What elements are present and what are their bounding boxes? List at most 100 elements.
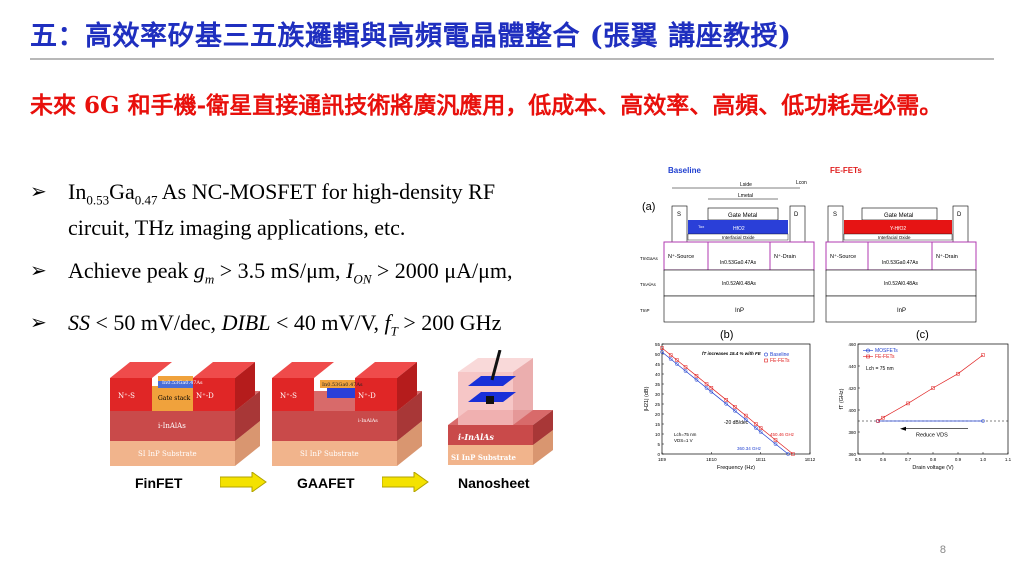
svg-text:In0.53Ga0.47As: In0.53Ga0.47As: [162, 380, 203, 386]
gaafet-label: GAAFET: [297, 475, 355, 491]
left-label-inalas: TInAlAs: [640, 282, 657, 287]
x-axis-label: Frequency (Hz): [717, 465, 755, 471]
data-point: [709, 386, 714, 390]
x-tick-label: 0.5: [855, 457, 862, 462]
svg-text:i-InAlAs: i-InAlAs: [458, 432, 494, 442]
svg-text:Tox: Tox: [698, 224, 704, 229]
svg-text:N⁺-Source: N⁺-Source: [668, 253, 694, 260]
y-axis-label: |H21| (dB): [644, 386, 650, 411]
data-point: [704, 386, 709, 390]
svg-text:In0.53Ga0.47As: In0.53Ga0.47As: [720, 260, 757, 266]
fefet-structure: S D Gate Metal Y-HfO2 Interfacial Oxide …: [825, 205, 977, 323]
svg-text:Y-HfO2: Y-HfO2: [890, 226, 906, 232]
y-tick-label: 20: [655, 412, 661, 417]
left-label-ingaas: TInGaAs: [640, 256, 659, 261]
data-point: [754, 426, 758, 430]
svg-text:InP: InP: [735, 308, 744, 314]
annotation: VDS=1 V: [674, 438, 693, 443]
data-point: [758, 426, 763, 430]
svg-text:Interfacial Oxide: Interfacial Oxide: [722, 235, 755, 240]
annotation: 360.34 GHz: [737, 446, 762, 451]
svg-text:In0.53Ga0.47As: In0.53Ga0.47As: [322, 382, 363, 388]
legend-entry: FE-FETs: [875, 354, 895, 360]
arrow-right-icon: [382, 472, 429, 492]
data-point: [791, 452, 795, 456]
x-tick-label: 0.6: [880, 457, 887, 462]
svg-text:i-InAlAs: i-InAlAs: [358, 418, 378, 424]
annotation: Reduce VDS: [916, 433, 948, 439]
y-tick-label: 460: [848, 342, 856, 347]
chart-ft-drain-voltage: 360 380 400 420 440 460 0.5 0.6 0.7 0.8 0.9 1.0 1.1 D…: [839, 342, 1012, 471]
svg-text:Gate stack: Gate stack: [158, 395, 191, 402]
y-tick-label: 15: [655, 422, 661, 427]
annotation: Lch = 75 nm: [866, 366, 894, 372]
panel-a-label: (a): [642, 201, 655, 213]
title-divider: [30, 58, 994, 60]
y-axis-label: fT (GHz): [839, 388, 845, 409]
plot-area: [661, 343, 811, 455]
svg-text:In0.53Ga0.47As: In0.53Ga0.47As: [882, 260, 919, 266]
data-point: [931, 386, 935, 390]
svg-text:D: D: [794, 212, 799, 218]
legend-entry: Baseline: [770, 352, 789, 358]
y-tick-label: 400: [848, 408, 856, 413]
y-tick-label: 55: [655, 342, 661, 347]
data-point: [981, 419, 985, 423]
legend-marker: [764, 358, 768, 363]
y-tick-label: 35: [655, 382, 661, 387]
bullet-item-2: ➢ Achieve peak gm > 3.5 mS/μm, ION > 200…: [30, 258, 513, 287]
data-point: [754, 422, 758, 426]
data-point: [786, 452, 790, 456]
x-tick-label: 0.9: [955, 457, 962, 462]
y-tick-label: 0: [657, 452, 660, 457]
reduce-arrowhead: [900, 426, 906, 431]
data-point: [694, 374, 699, 378]
svg-text:N⁺-Drain: N⁺-Drain: [774, 253, 796, 260]
chart-h21-frequency: 0 5 10 15 20 25 30 35 40 45 50 55 1E9 1E10 1E11 1E12 Fre…: [644, 342, 816, 471]
data-point: [733, 405, 737, 409]
svg-text:SI InP Substrate: SI InP Substrate: [451, 453, 517, 462]
svg-text:SI InP Substrate: SI InP Substrate: [300, 450, 359, 458]
series-line-1: [877, 354, 984, 422]
data-point: [733, 408, 737, 413]
data-point: [675, 358, 679, 362]
y-tick-label: 50: [655, 352, 661, 357]
data-point: [956, 371, 960, 376]
finfet-diagram: In0.53Ga0.47As Gate stack N⁺-S N⁺-D i-In…: [110, 362, 260, 466]
arrow-right-icon: [220, 472, 267, 492]
gaafet-diagram: In0.53Ga0.47As N⁺-S N⁺-D i-InAlAs SI InP…: [272, 362, 422, 466]
legend-entry: FE-FETs: [770, 358, 790, 364]
data-point: [668, 353, 673, 357]
svg-text:HfO2: HfO2: [733, 226, 745, 232]
y-tick-label: 440: [848, 364, 856, 369]
data-point: [876, 419, 880, 423]
data-point: [683, 365, 688, 369]
annotation: Lch=75 nm: [674, 432, 697, 437]
svg-text:Gate Metal: Gate Metal: [884, 213, 913, 219]
baseline-structure: Lside Lmetal Lcon S D Gate Metal HfO2 To…: [663, 180, 815, 323]
legend-marker: [866, 354, 870, 359]
x-tick-label: 0.7: [905, 457, 912, 462]
svg-text:In0.52Al0.48As: In0.52Al0.48As: [884, 281, 918, 287]
data-point: [744, 413, 748, 418]
bullet-list: ➢ In0.53Ga0.47 As NC-MOSFET for high-den…: [30, 178, 640, 360]
x-tick-label: 0.8: [930, 457, 937, 462]
data-point: [709, 389, 714, 394]
data-point: [773, 438, 778, 442]
svg-text:N⁺-D: N⁺-D: [358, 392, 376, 400]
legend-marker: [764, 352, 768, 357]
page-number: 8: [939, 544, 946, 556]
bullet-item-3: ➢ SS < 50 mV/dec, DIBL < 40 mV/V, fT > 2…: [30, 309, 502, 339]
panel-b-label: (b): [720, 329, 733, 341]
data-point: [881, 415, 885, 420]
data-point: [758, 430, 763, 434]
subtitle: 未來 6G 和手機-衛星直接通訊技術將廣汎應用，低成本、高效率、高頻、低功耗是必…: [30, 92, 943, 119]
data-point: [743, 417, 748, 422]
svg-text:D: D: [957, 212, 962, 218]
page-title: 五：高效率矽基三五族邏輯與高頻電晶體整合 (張翼 講座教授): [30, 21, 792, 52]
x-tick-label: 1.1: [1005, 457, 1012, 462]
y-tick-label: 380: [848, 430, 856, 435]
plot-area: [857, 343, 1009, 455]
svg-text:SI InP Substrate: SI InP Substrate: [138, 450, 197, 458]
x-tick-label: 1E10: [706, 457, 717, 462]
